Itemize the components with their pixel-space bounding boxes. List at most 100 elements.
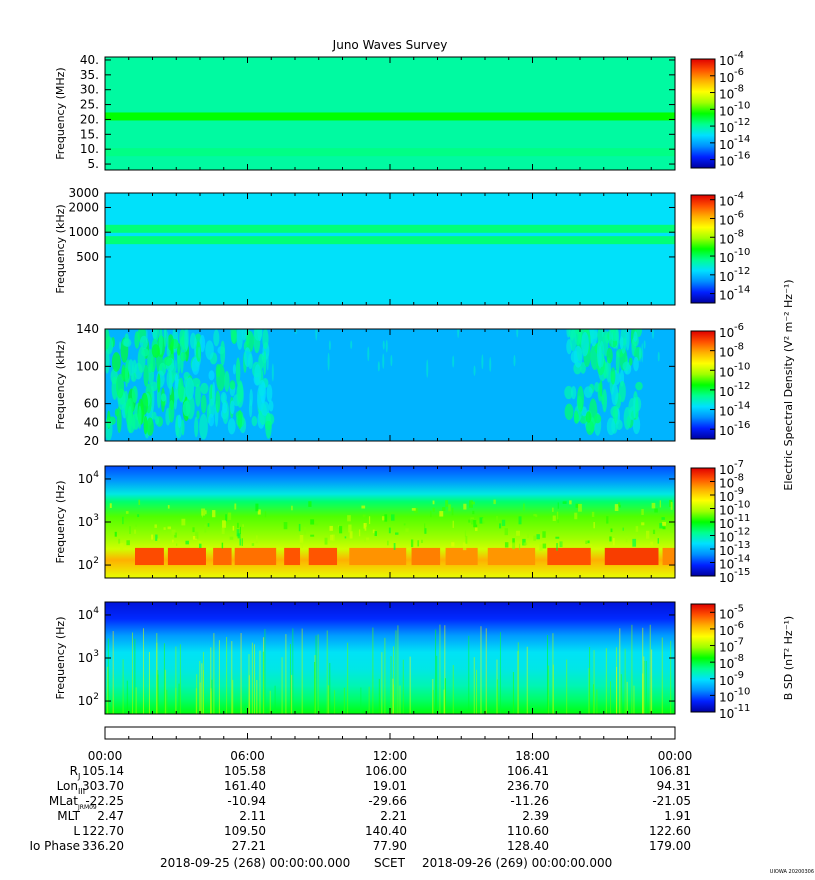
emission-patch — [564, 385, 574, 400]
emission-speck — [339, 525, 343, 534]
intense-emission-block — [167, 547, 206, 566]
emission-speck — [654, 508, 658, 513]
impulse-streak — [269, 690, 271, 714]
impulse-streak — [444, 625, 446, 714]
impulse-streak — [292, 628, 294, 714]
time-tick-label: 12:00 — [373, 749, 408, 763]
impulse-streak — [178, 683, 180, 714]
colorbar-label: 10 — [719, 558, 734, 572]
emission-speck — [299, 535, 304, 543]
colorbar-exponent: -6 — [734, 322, 744, 333]
emission-speck — [669, 499, 673, 508]
colorbar — [690, 330, 716, 440]
colorbar-label: 10 — [719, 657, 734, 671]
emission-patch — [152, 329, 158, 339]
ephemeris-value: 179.00 — [649, 839, 691, 853]
impulse-streak — [512, 672, 514, 714]
emission-patch — [220, 340, 226, 366]
intense-emission-block — [284, 547, 301, 566]
impulse-streak — [476, 669, 478, 714]
emission-patch — [164, 355, 173, 366]
emission-speck — [556, 511, 559, 520]
emission-patch — [385, 339, 388, 353]
colorbar-label: 10 — [719, 104, 734, 118]
emission-speck — [657, 538, 660, 544]
emission-speck — [606, 516, 609, 524]
impulse-streak — [499, 632, 501, 714]
emission-patch — [589, 329, 598, 347]
ephemeris-value: 122.70 — [82, 824, 124, 838]
colorbar-label: 10 — [719, 251, 734, 265]
spectrogram-panel-1: 40.35.30.25.20.15.10.5. Frequency (MHz) 10… — [54, 50, 750, 171]
colorbar-label: 10 — [719, 365, 734, 379]
colorbar-exponent: -6 — [734, 620, 744, 631]
emission-patch — [105, 329, 110, 352]
impulse-streak — [631, 624, 633, 714]
emission-patch — [390, 354, 393, 367]
colorbar-exponent: -10 — [734, 100, 750, 111]
ephemeris-value: 94.31 — [657, 779, 691, 793]
emission-patch — [121, 364, 126, 381]
impulse-streak — [201, 663, 203, 714]
emission-speck — [662, 521, 667, 526]
emission-speck — [109, 503, 112, 508]
colorbar-label: 10 — [719, 54, 734, 68]
impulse-streak — [432, 679, 434, 714]
spectrogram-image — [105, 329, 675, 441]
emission-speck — [225, 514, 227, 522]
impulse-streak — [384, 637, 386, 714]
emission-patch — [124, 360, 129, 388]
emission-patch — [657, 351, 660, 362]
figure-title: Juno Waves Survey — [332, 38, 448, 52]
colorbar-exponent: -10 — [734, 686, 750, 697]
impulse-streak — [179, 644, 181, 714]
emission-speck — [442, 507, 446, 511]
emission-patch — [213, 329, 220, 347]
time-tick-label: 00:00 — [658, 749, 693, 763]
emission-patch — [643, 340, 646, 349]
emission-speck — [518, 516, 522, 525]
emission-speck — [482, 518, 486, 524]
emission-speck — [167, 505, 170, 509]
impulse-streak — [372, 627, 374, 714]
emission-speck — [310, 519, 315, 525]
ephemeris-value: 105.14 — [82, 764, 124, 778]
colorbar-exponent: -10 — [734, 500, 750, 511]
y-tick-exponent: 3 — [93, 649, 99, 659]
emission-patch — [185, 394, 195, 420]
emission-patch — [222, 402, 228, 414]
colorbar-exponent: -15 — [734, 567, 750, 578]
emission-speck — [471, 519, 474, 525]
emission-patch — [208, 370, 215, 381]
impulse-streak — [195, 688, 197, 714]
impulse-streak — [107, 666, 109, 714]
impulse-streak — [231, 641, 233, 714]
emission-patch — [271, 363, 274, 382]
y-tick-label: 2000 — [68, 200, 99, 214]
impulse-streak — [329, 662, 331, 714]
emission-speck — [198, 543, 202, 549]
emission-speck — [578, 503, 582, 512]
emission-speck — [523, 542, 528, 546]
spectrogram-image — [105, 466, 675, 578]
emission-speck — [562, 501, 567, 504]
impulse-streak — [392, 678, 394, 714]
emission-patch — [105, 348, 110, 374]
emission-speck — [368, 516, 371, 525]
emission-speck — [126, 540, 130, 546]
emission-speck — [523, 503, 525, 511]
emission-patch — [124, 333, 129, 344]
impulse-streak — [480, 626, 482, 714]
emission-patch — [606, 417, 616, 436]
emission-patch — [116, 373, 124, 399]
impulse-streak — [496, 659, 498, 714]
emission-speck — [382, 516, 385, 521]
emission-speck — [670, 502, 673, 510]
emission-patch — [199, 413, 208, 440]
emission-speck — [493, 499, 496, 505]
y-tick-exponent: 3 — [93, 513, 99, 523]
ephemeris-value: 109.50 — [224, 824, 266, 838]
emission-patch — [570, 386, 577, 400]
impulse-streak — [593, 650, 595, 714]
